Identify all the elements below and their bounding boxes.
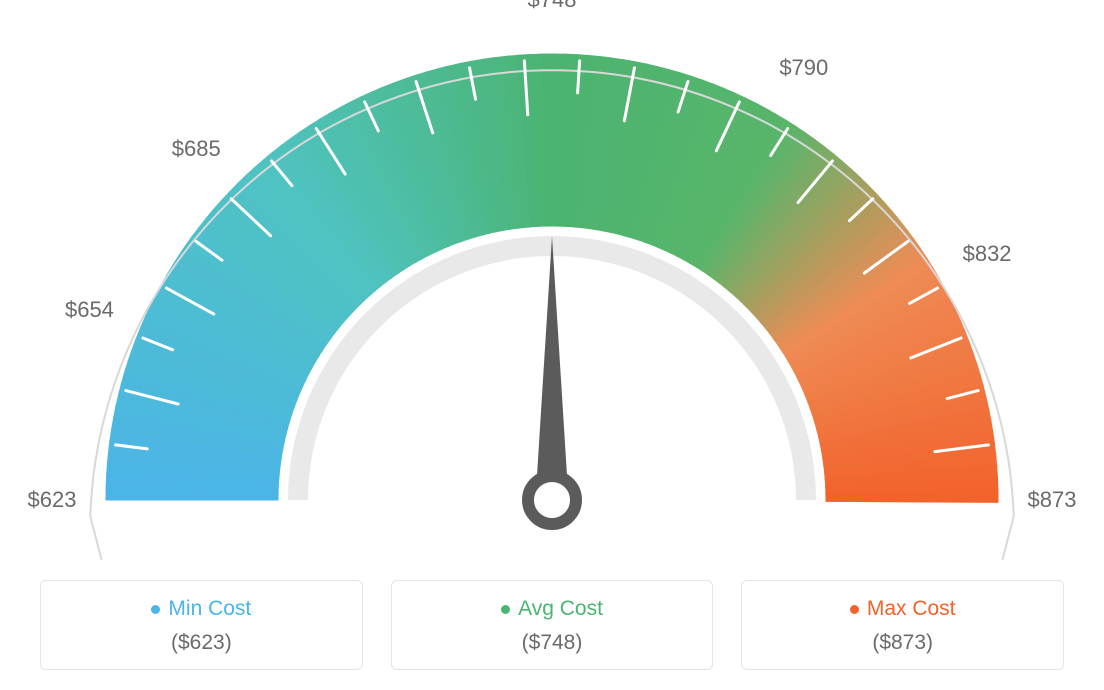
gauge-tick-label: $685: [172, 136, 221, 162]
gauge-tick-label: $873: [1028, 487, 1077, 513]
gauge-svg: [0, 0, 1104, 560]
legend-max-value: ($873): [752, 631, 1053, 655]
gauge-tick-label: $654: [65, 297, 114, 323]
legend-min-text: Min Cost: [168, 597, 251, 621]
gauge-tick-label: $790: [779, 55, 828, 81]
legend-min-dot-icon: [151, 605, 160, 614]
legend-avg-text: Avg Cost: [518, 597, 603, 621]
legend-max-dot-icon: [850, 605, 859, 614]
legend-row: Min Cost ($623) Avg Cost ($748) Max Cost…: [40, 580, 1064, 670]
gauge-tick-label: $748: [528, 0, 577, 13]
legend-avg: Avg Cost ($748): [391, 580, 714, 670]
gauge-tick-label: $623: [28, 487, 77, 513]
gauge-area: [0, 0, 1104, 560]
legend-max-label: Max Cost: [850, 597, 956, 621]
legend-avg-value: ($748): [402, 631, 703, 655]
cost-gauge-chart: $623 $654 $685 $748 $790 $832 $873 Min Cost ($…: [0, 0, 1104, 690]
legend-avg-label: Avg Cost: [501, 597, 603, 621]
legend-max-text: Max Cost: [867, 597, 956, 621]
gauge-tick-label: $832: [963, 241, 1012, 267]
legend-min-label: Min Cost: [151, 597, 251, 621]
legend-avg-dot-icon: [501, 605, 510, 614]
legend-max: Max Cost ($873): [741, 580, 1064, 670]
legend-min-value: ($623): [51, 631, 352, 655]
legend-min: Min Cost ($623): [40, 580, 363, 670]
